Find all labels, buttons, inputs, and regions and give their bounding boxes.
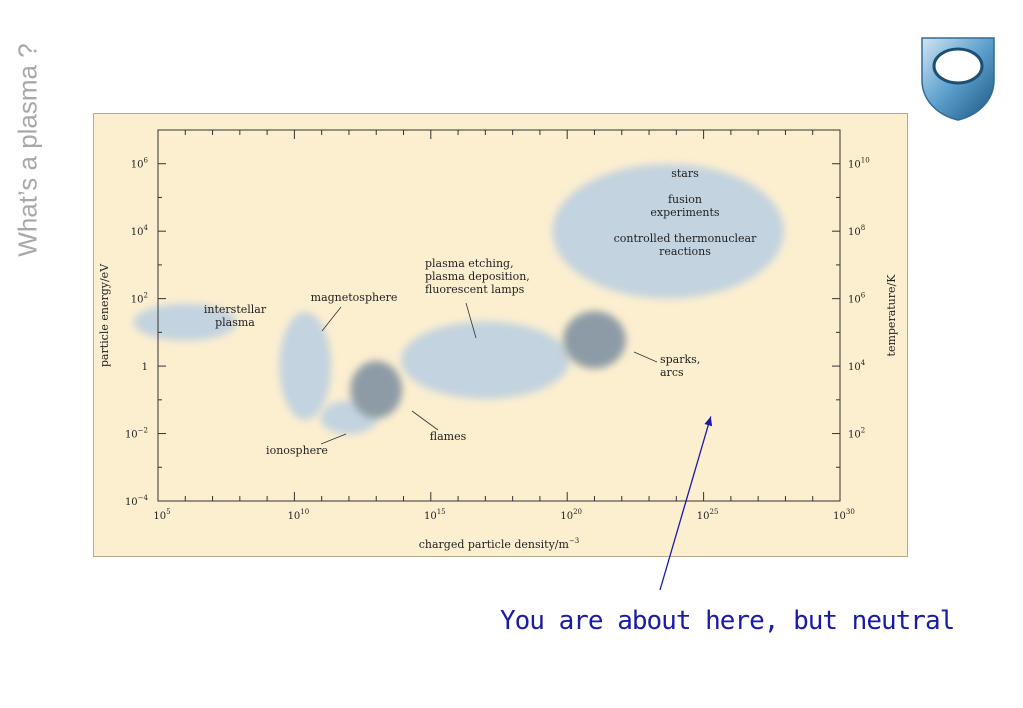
plasma-chart: 105 1010 1015 1020 1025 1030 106 104 102 1 10−2 10−… <box>98 129 898 551</box>
university-logo <box>920 36 996 122</box>
y-tick-label-left: 1 <box>142 362 148 373</box>
slide-title-text: What’s a plasma ? <box>12 43 43 257</box>
y-tick-label-right: 104 <box>848 359 866 373</box>
region-label-stars: stars <box>671 167 699 180</box>
plasma-chart-panel: 105 1010 1015 1020 1025 1030 106 104 102 1 10−2 10−… <box>93 113 908 557</box>
region-label-plasma_processing: plasma deposition, <box>425 270 530 283</box>
leader-line-plasma_processing <box>465 302 477 339</box>
y-tick-label-left: 10−4 <box>125 494 149 508</box>
region-label-stars: reactions <box>659 245 711 258</box>
slide-title: What’s a plasma ? <box>0 0 56 290</box>
plot-frame <box>157 129 841 502</box>
region-label-stars: experiments <box>650 206 719 219</box>
region-flames <box>350 360 403 419</box>
y-tick-label-left: 106 <box>131 157 149 171</box>
region-stars <box>552 163 785 299</box>
leader-line-magnetosphere <box>321 306 342 332</box>
region-label-sparks: sparks, <box>660 353 700 366</box>
y-tick-label-right: 102 <box>848 427 865 441</box>
region-label-stars: fusion <box>668 193 702 206</box>
x-tick-label: 1020 <box>560 508 582 522</box>
y-tick-label-right: 106 <box>848 292 866 306</box>
shield-logo-icon <box>921 37 995 121</box>
region-label-stars: controlled thermonuclear <box>614 232 757 245</box>
x-tick-label: 1030 <box>833 508 855 522</box>
you-are-here-caption: You are about here, but neutral <box>500 606 955 636</box>
y-axis-label-left: particle energy/eV <box>98 263 111 367</box>
x-tick-label: 1025 <box>697 508 719 522</box>
x-axis-label: charged particle density/m−3 <box>419 537 580 551</box>
leader-line-ionosphere <box>320 433 347 445</box>
region-label-ionosphere: ionosphere <box>266 444 328 457</box>
leader-line-flames <box>411 410 439 431</box>
region-label-plasma_processing: fluorescent lamps <box>425 283 525 296</box>
x-tick-label: 1015 <box>424 508 446 522</box>
region-sparks <box>563 311 626 369</box>
region-label-interstellar: interstellar <box>204 303 267 316</box>
region-label-magnetosphere: magnetosphere <box>311 291 398 304</box>
x-tick-label: 1010 <box>288 508 310 522</box>
region-magnetosphere <box>279 312 332 421</box>
leader-line-sparks <box>633 351 658 363</box>
y-tick-label-right: 108 <box>848 224 865 238</box>
region-plasma_processing <box>400 321 570 399</box>
y-tick-label-right: 1010 <box>848 157 870 171</box>
region-label-flames: flames <box>430 430 467 443</box>
region-interstellar <box>133 303 238 341</box>
y-tick-label-left: 104 <box>131 224 149 238</box>
region-label-plasma_processing: plasma etching, <box>425 257 514 270</box>
y-tick-label-left: 10−2 <box>125 427 148 441</box>
x-tick-label: 105 <box>153 508 170 522</box>
y-axis-label-right: temperature/K <box>885 274 898 357</box>
region-label-sparks: arcs <box>660 366 684 379</box>
y-tick-label-left: 102 <box>131 292 148 306</box>
region-label-interstellar: plasma <box>215 316 255 329</box>
